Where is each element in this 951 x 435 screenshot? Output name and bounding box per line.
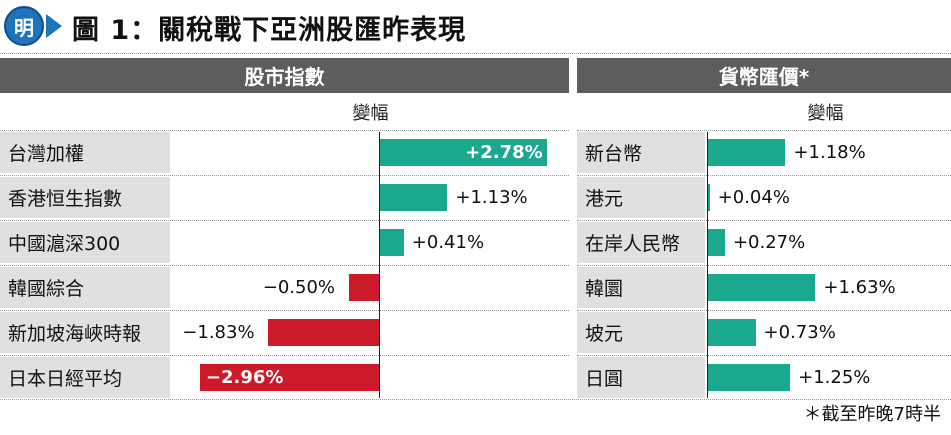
fx-value-label: +1.25% — [798, 367, 871, 388]
stock-row-label: 香港恒生指數 — [0, 177, 170, 218]
fx-bar — [707, 319, 756, 346]
row-divider — [577, 355, 951, 356]
stock-row-label: 新加坡海峽時報 — [0, 312, 170, 353]
fx-value-label: +0.73% — [763, 322, 836, 343]
stock-row-label: 中國滬深300 — [0, 222, 170, 263]
row-divider — [577, 220, 951, 221]
fx-value-label: +1.18% — [793, 142, 866, 163]
row-divider — [0, 175, 569, 176]
fx-row-label: 坡元 — [577, 312, 705, 353]
stock-bar — [348, 274, 379, 301]
row-divider — [0, 265, 569, 266]
fx-bar — [707, 364, 791, 391]
stock-section-header: 股市指數 — [0, 58, 569, 93]
stock-row-label: 韓國綜合 — [0, 267, 170, 308]
row-divider — [577, 175, 951, 176]
fx-value-label: +0.04% — [717, 187, 790, 208]
stock-value-label: −0.50% — [262, 277, 336, 298]
fx-bar — [707, 184, 710, 211]
stock-change-header: 變幅 — [352, 103, 389, 124]
stock-value-label: −1.83% — [182, 322, 255, 343]
divider — [0, 130, 569, 131]
fx-row-label: 港元 — [577, 177, 705, 218]
row-divider — [577, 265, 951, 266]
fx-value-label: +1.63% — [823, 277, 896, 298]
fx-row-label: 日圓 — [577, 357, 705, 398]
footnote: ＊截至昨晚7時半 — [803, 404, 941, 425]
fx-bar — [707, 274, 816, 301]
title-bar: 明 圖 1：關稅戰下亞洲股匯昨表現 — [0, 0, 951, 50]
stock-value-label: +0.41% — [411, 232, 485, 253]
stock-value-label: −2.96% — [205, 367, 284, 388]
fx-value-label: +0.27% — [732, 232, 806, 253]
fx-bar — [707, 229, 725, 256]
stock-bar — [379, 184, 448, 211]
fx-bar — [707, 139, 786, 166]
fx-row-label: 在岸人民幣 — [577, 222, 705, 263]
stock-row-label: 台灣加權 — [0, 132, 170, 173]
row-divider — [0, 355, 569, 356]
stock-bar — [379, 139, 548, 166]
stock-value-label: +1.13% — [455, 187, 528, 208]
stock-bar — [199, 364, 379, 391]
fx-section-header: 貨幣匯價* — [577, 58, 951, 93]
divider — [0, 399, 951, 400]
stock-bar — [268, 319, 379, 346]
fx-row-label: 新台幣 — [577, 132, 705, 173]
fx-row-label: 韓圜 — [577, 267, 705, 308]
fx-zero-axis — [707, 132, 708, 398]
stock-zero-axis — [379, 132, 380, 398]
arrow-icon — [46, 14, 62, 38]
row-divider — [577, 310, 951, 311]
brand-logo-icon: 明 — [4, 6, 44, 46]
stock-value-label: +2.78% — [465, 142, 543, 163]
divider — [0, 53, 951, 54]
row-divider — [0, 310, 569, 311]
stock-bar — [379, 229, 404, 256]
stock-row-label: 日本日經平均 — [0, 357, 170, 398]
page-title: 圖 1：關稅戰下亞洲股匯昨表現 — [72, 15, 467, 46]
divider — [577, 130, 951, 131]
fx-change-header: 變幅 — [807, 103, 844, 124]
row-divider — [0, 220, 569, 221]
